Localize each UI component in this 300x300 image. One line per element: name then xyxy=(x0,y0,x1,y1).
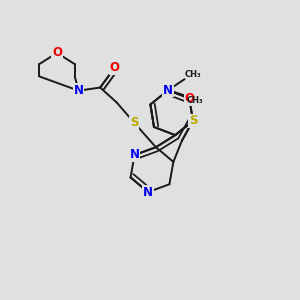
Text: N: N xyxy=(74,84,84,97)
Text: O: O xyxy=(52,46,62,59)
Text: S: S xyxy=(130,116,139,129)
Text: CH₃: CH₃ xyxy=(185,70,202,79)
Text: N: N xyxy=(163,84,173,97)
Text: N: N xyxy=(143,186,153,199)
Text: S: S xyxy=(189,114,197,127)
Text: O: O xyxy=(110,61,120,74)
Text: N: N xyxy=(74,84,84,97)
Text: N: N xyxy=(130,148,140,161)
Text: CH₃: CH₃ xyxy=(187,96,204,105)
Text: O: O xyxy=(184,92,194,105)
